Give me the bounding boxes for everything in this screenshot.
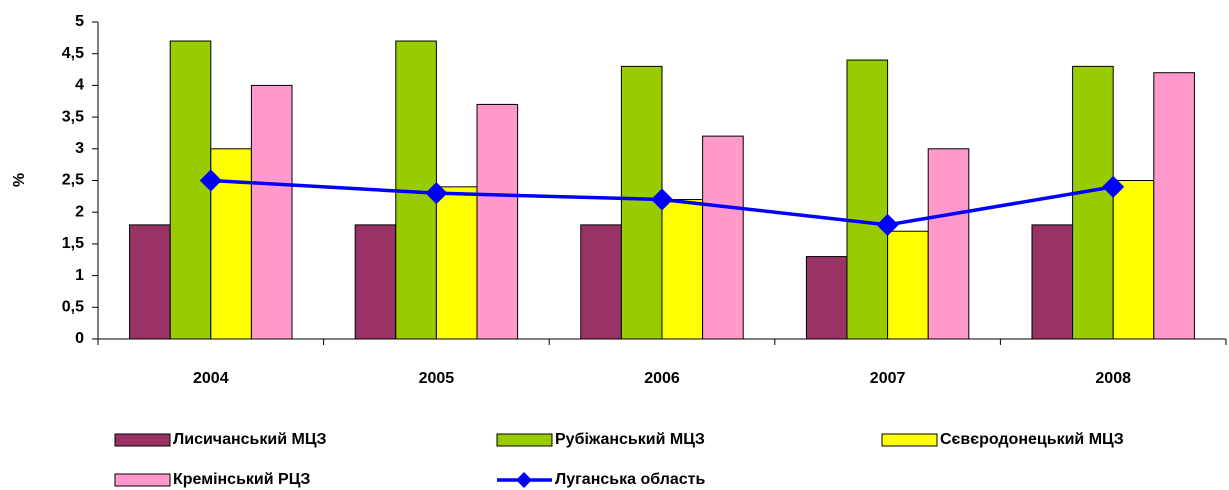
- bar: [1031, 224, 1074, 340]
- line-marker: [651, 188, 673, 211]
- y-axis-title: %: [11, 173, 28, 187]
- bar: [927, 148, 970, 340]
- line-marker: [425, 182, 448, 205]
- bar: [354, 224, 397, 340]
- y-tick-label: 2,5: [62, 172, 84, 189]
- x-tick-label: 2008: [1095, 370, 1131, 387]
- x-tick-label: 2006: [644, 370, 680, 387]
- legend-label: Кремінський РЦЗ: [173, 471, 310, 488]
- y-tick-label: 3,5: [62, 108, 84, 125]
- y-tick-label: 0: [75, 330, 84, 347]
- legend-swatch: [114, 433, 171, 447]
- legend-swatch: [496, 433, 553, 447]
- y-tick-label: 1,5: [62, 235, 84, 252]
- bar: [702, 135, 744, 340]
- bar: [887, 230, 929, 340]
- legend-label: Луганська область: [555, 471, 705, 488]
- legend-swatch: [881, 433, 938, 447]
- legend-label: Рубіжанський МЦЗ: [555, 431, 705, 448]
- y-tick-label: 0,5: [62, 299, 84, 316]
- legend-swatch: [114, 473, 171, 487]
- bar: [580, 224, 622, 340]
- bar: [1112, 180, 1155, 340]
- line-marker: [1102, 175, 1125, 198]
- y-tick-label: 5: [75, 13, 84, 30]
- x-tick-label: 2007: [870, 370, 906, 387]
- y-tick-label: 4,5: [62, 45, 84, 62]
- legend-label: Сєвєродонецький МЦЗ: [940, 431, 1124, 448]
- bar: [169, 40, 212, 340]
- y-tick-label: 3: [75, 140, 84, 157]
- bar: [129, 224, 171, 340]
- bar: [476, 103, 519, 340]
- legend-marker: [516, 472, 532, 488]
- bar: [250, 84, 293, 340]
- bar: [805, 256, 848, 340]
- x-tick-label: 2005: [419, 370, 455, 387]
- line-marker: [876, 213, 899, 236]
- bar: [1153, 72, 1195, 340]
- legend-label: Лисичанський МЦЗ: [173, 431, 327, 448]
- bar: [435, 186, 478, 340]
- y-tick-label: 4: [75, 77, 84, 94]
- line-marker: [199, 169, 222, 192]
- bar: [1072, 65, 1114, 340]
- bar: [661, 199, 704, 340]
- bar: [846, 59, 889, 340]
- x-tick-label: 2004: [193, 370, 229, 387]
- y-tick-label: 1: [75, 267, 84, 284]
- y-tick-label: 2: [75, 203, 84, 220]
